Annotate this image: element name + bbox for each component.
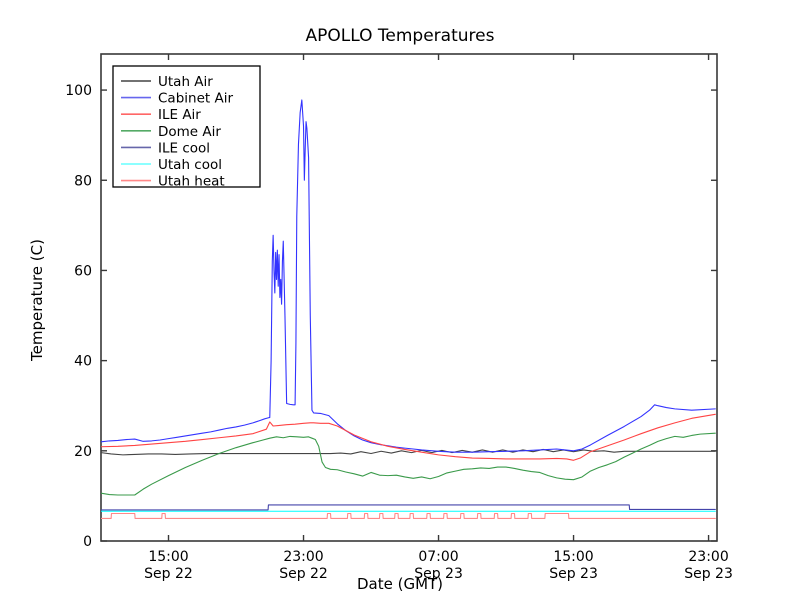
x-tick-label-date: Sep 23 [549, 566, 598, 582]
y-tick-label: 0 [83, 534, 92, 550]
y-tick-label: 20 [74, 444, 92, 460]
plot-frame [100, 53, 718, 542]
legend-label-1[interactable]: Cabinet Air [158, 91, 233, 107]
legend-label-4[interactable]: ILE cool [158, 140, 210, 156]
x-tick-label-date: Sep 23 [684, 566, 733, 582]
legend-box [112, 65, 261, 188]
legend-label-2[interactable]: ILE Air [158, 107, 201, 123]
legend-label-3[interactable]: Dome Air [158, 124, 221, 140]
x-tick-label-time: 07:00 [418, 549, 458, 565]
x-tick-label-time: 23:00 [688, 549, 728, 565]
x-tick-label-time: 15:00 [553, 549, 593, 565]
series-line-ile-air [101, 413, 716, 461]
page-title: APOLLO Temperatures [305, 26, 495, 46]
x-tick-label-date: Sep 22 [144, 566, 193, 582]
y-axis-label: Temperature (C) [28, 239, 46, 361]
data-series-group [101, 99, 716, 519]
x-tick-label-time: 23:00 [283, 549, 323, 565]
y-tick-label: 60 [74, 263, 92, 279]
x-tick-label-date: Sep 22 [279, 566, 328, 582]
series-line-ile-cool [101, 504, 716, 511]
series-line-utah-air [101, 448, 716, 456]
series-line-dome-air [101, 432, 716, 496]
y-tick-label: 40 [74, 354, 92, 370]
y-tick-label: 80 [74, 173, 92, 189]
y-tick-label: 100 [65, 83, 92, 99]
x-tick-label-time: 15:00 [148, 549, 188, 565]
legend-label-0[interactable]: Utah Air [158, 74, 213, 90]
x-axis-label: Date (GMT) [356, 575, 444, 593]
legend-label-6[interactable]: Utah heat [158, 174, 225, 190]
x-tick-label-date: Sep 23 [414, 566, 463, 582]
legend-label-5[interactable]: Utah cool [158, 157, 222, 173]
series-line-utah-heat [101, 512, 716, 519]
series-line-cabinet-air [101, 99, 716, 453]
